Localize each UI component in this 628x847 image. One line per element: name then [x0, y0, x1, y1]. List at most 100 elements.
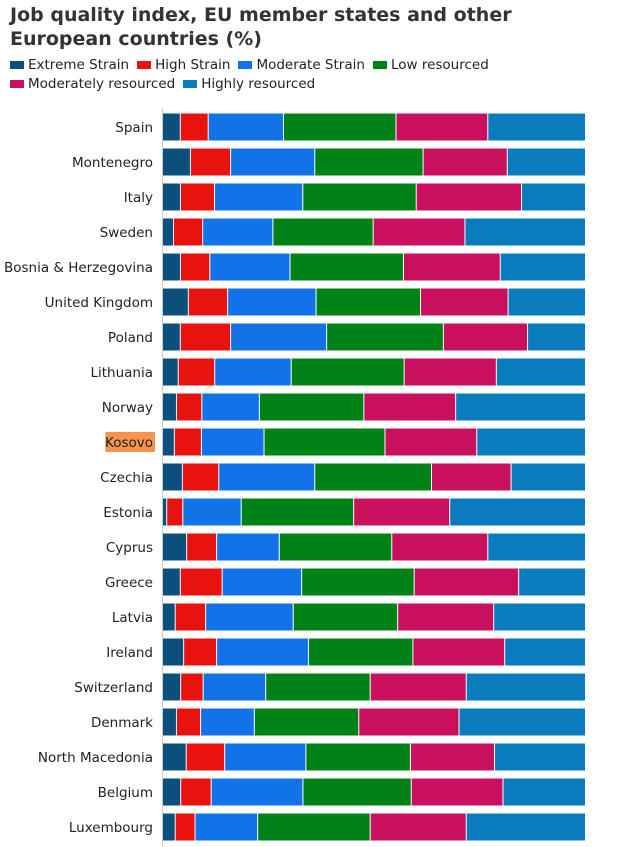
bar-segment [519, 568, 585, 596]
bar-segment [511, 463, 585, 491]
legend-label: Extreme Strain [28, 57, 130, 73]
bar-segment [488, 113, 585, 141]
bar-segment [176, 708, 201, 736]
legend-label: Low resourced [390, 57, 489, 73]
bar-segment [163, 498, 167, 526]
bar-segment [163, 463, 182, 491]
bar-segment [206, 603, 293, 631]
legend-item: Low resourced [372, 57, 489, 73]
category-label: Switzerland [74, 680, 153, 696]
bar-segment [373, 218, 465, 246]
bar-segment [503, 778, 585, 806]
bar-segment [414, 568, 519, 596]
bar-segment [180, 183, 215, 211]
bar-segment [398, 603, 494, 631]
bar-segment [508, 288, 585, 316]
legend-swatch [238, 61, 253, 69]
bar-segment [465, 218, 585, 246]
bar-segment [187, 533, 217, 561]
bar-segment [173, 218, 203, 246]
category-label: Czechia [100, 470, 153, 486]
bar-segment [163, 113, 180, 141]
bar-segment [273, 218, 373, 246]
bar-segment [264, 428, 385, 456]
bar-segment [306, 743, 410, 771]
bar-segment [231, 148, 315, 176]
bar-segment [459, 708, 585, 736]
legend-swatch [183, 80, 198, 88]
bar-segment [231, 323, 327, 351]
category-label: North Macedonia [38, 750, 153, 766]
legend-swatch [137, 61, 152, 69]
bar-segment [163, 323, 180, 351]
legend-label: Moderately resourced [28, 76, 176, 92]
bar-segment [396, 113, 488, 141]
bar-segment [450, 498, 585, 526]
bar-segment [183, 498, 241, 526]
bar-segment [416, 183, 522, 211]
legend-label: Highly resourced [201, 76, 316, 92]
bar-segment [411, 778, 503, 806]
bar-segment [466, 813, 585, 841]
bar-segment [359, 708, 459, 736]
bar-segment [222, 568, 302, 596]
bar-segment [180, 113, 208, 141]
category-label: Montenegro [72, 155, 153, 171]
bar-segment [241, 498, 354, 526]
bar-segment [496, 358, 585, 386]
bar-segment [163, 533, 187, 561]
legend-label: High Strain [155, 57, 231, 73]
category-label: Italy [124, 190, 153, 206]
bar-segment [163, 778, 181, 806]
bar-segment [315, 463, 432, 491]
bar-segment [163, 673, 181, 701]
bar-segment [507, 148, 585, 176]
category-label: Greece [105, 575, 153, 591]
bar-segment [201, 708, 254, 736]
bar-segment [181, 778, 211, 806]
bar-segment [443, 323, 528, 351]
bar-segment [180, 323, 231, 351]
bar-segment [258, 813, 370, 841]
bar-segment [163, 708, 176, 736]
bar-segment [410, 743, 495, 771]
category-label: Lithuania [90, 365, 153, 381]
bar-segment [364, 393, 456, 421]
bar-segment [184, 638, 217, 666]
bar-segment [403, 253, 500, 281]
bar-segment [494, 603, 585, 631]
bar-segment [404, 358, 496, 386]
bar-segment [423, 148, 507, 176]
category-label: Cyprus [106, 540, 153, 556]
bar-segment [163, 603, 175, 631]
bar-segment [466, 673, 585, 701]
bar-segment [163, 358, 178, 386]
bar-segment [217, 533, 279, 561]
legend-item: High Strain [137, 57, 230, 73]
bar-segment [225, 743, 306, 771]
bar-segment [175, 603, 206, 631]
bar-segment [505, 638, 585, 666]
highlight-label-background [105, 432, 155, 452]
bar-segment [215, 183, 303, 211]
bar-segment [254, 708, 359, 736]
category-label: Latvia [112, 610, 153, 626]
bar-segment [308, 638, 413, 666]
category-label: Luxembourg [69, 820, 153, 836]
chart-title: Job quality index, EU member states and … [10, 4, 512, 50]
bar-segment [163, 218, 173, 246]
bar-segment [163, 148, 190, 176]
bar-segment [302, 568, 414, 596]
category-label: Denmark [91, 715, 153, 731]
category-label: United Kingdom [45, 295, 153, 311]
legend-item: Moderately resourced [10, 76, 175, 92]
bar-segment [163, 638, 184, 666]
bar-segment [370, 673, 466, 701]
category-label: Norway [102, 400, 153, 416]
category-label: Kosovo [105, 435, 153, 451]
category-label: Bosnia & Herzegovina [4, 260, 153, 276]
bar-segment [163, 813, 175, 841]
bar-segment [385, 428, 477, 456]
bar-segment [315, 148, 423, 176]
bar-segment [522, 183, 585, 211]
